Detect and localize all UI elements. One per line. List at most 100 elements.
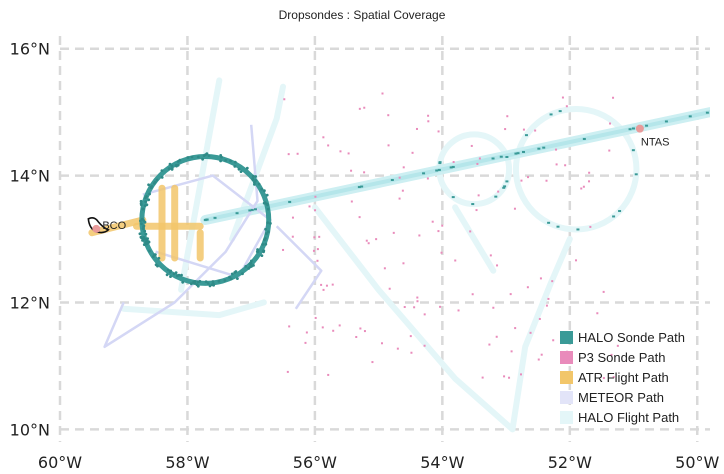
halo-sonde-point bbox=[223, 279, 227, 282]
halo-sonde-point bbox=[205, 218, 209, 221]
halo-sonde-point bbox=[139, 202, 143, 205]
halo-sonde-point bbox=[558, 110, 562, 113]
p3-sonde-point bbox=[320, 283, 323, 286]
p3-sonde-point bbox=[582, 185, 585, 188]
halo-sonde-point bbox=[253, 208, 257, 211]
halo-sonde-point bbox=[547, 221, 551, 224]
halo-sonde-point bbox=[263, 189, 266, 193]
legend-swatch bbox=[560, 371, 573, 384]
halo-sonde-point bbox=[266, 230, 270, 234]
p3-sonde-point bbox=[375, 238, 378, 241]
halo-flight-track bbox=[178, 77, 223, 293]
y-tick-label: 12°N bbox=[10, 293, 50, 312]
p3-sonde-point bbox=[327, 373, 330, 376]
p3-sonde-point bbox=[612, 96, 615, 99]
p3-sonde-point bbox=[363, 106, 366, 109]
p3-sonde-point bbox=[291, 235, 294, 238]
legend-swatch bbox=[560, 331, 573, 344]
site-marker bbox=[92, 224, 101, 233]
p3-sonde-point bbox=[520, 179, 523, 182]
halo-sonde-point bbox=[143, 220, 147, 224]
axes: 60°W 58°W 56°W 54°W 52°W 50°W 10°N 12°N 14°N 16°N bbox=[10, 40, 720, 472]
halo-sonde-point bbox=[196, 280, 200, 284]
p3-sonde-point bbox=[416, 296, 419, 299]
p3-sonde-point bbox=[398, 176, 401, 179]
site-label: NTAS bbox=[641, 137, 670, 149]
p3-sonde-point bbox=[561, 96, 564, 99]
p3-sonde-point bbox=[540, 353, 543, 356]
halo-sonde-point bbox=[186, 156, 190, 159]
p3-sonde-point bbox=[321, 326, 324, 329]
p3-sonde-point bbox=[403, 306, 406, 309]
p3-sonde-point bbox=[355, 335, 358, 338]
halo-sonde-point bbox=[451, 165, 455, 168]
halo-sonde-point bbox=[250, 259, 253, 263]
p3-sonde-point bbox=[371, 361, 374, 364]
halo-sonde-point bbox=[422, 172, 426, 175]
p3-sonde-point bbox=[437, 130, 440, 133]
p3-sonde-point bbox=[312, 249, 315, 252]
p3-sonde-point bbox=[358, 107, 361, 110]
p3-sonde-point bbox=[612, 376, 615, 379]
p3-sonde-point bbox=[325, 284, 328, 287]
halo-sonde-point bbox=[264, 242, 268, 246]
halo-sonde-point bbox=[219, 159, 223, 163]
halo-sonde-point bbox=[265, 232, 268, 236]
halo-sonde-point bbox=[217, 279, 221, 283]
halo-sonde-point bbox=[471, 203, 475, 206]
halo-sonde-point bbox=[634, 173, 638, 176]
p3-sonde-point bbox=[401, 189, 404, 192]
legend-label: P3 Sonde Path bbox=[578, 350, 665, 365]
p3-sonde-point bbox=[497, 190, 500, 193]
halo-sonde-point bbox=[141, 239, 144, 242]
halo-sonde-point bbox=[250, 208, 254, 211]
halo-sonde-point bbox=[228, 275, 231, 279]
halo-sonde-point bbox=[148, 249, 151, 253]
halo-sonde-point bbox=[254, 175, 258, 178]
halo-sonde-point bbox=[503, 185, 507, 188]
p3-sonde-point bbox=[470, 144, 473, 147]
atr-flight-track bbox=[88, 216, 147, 237]
p3-sonde-point bbox=[469, 230, 472, 233]
halo-sonde-point bbox=[688, 115, 692, 118]
halo-sonde-point bbox=[144, 196, 147, 200]
legend: HALO Sonde Path P3 Sonde Path ATR Flight P… bbox=[560, 330, 685, 425]
halo-sonde-point bbox=[144, 232, 148, 236]
p3-sonde-point bbox=[367, 242, 370, 245]
halo-sonde-point bbox=[357, 186, 361, 189]
p3-sonde-point bbox=[589, 225, 592, 228]
p3-sonde-point bbox=[481, 376, 484, 379]
halo-sonde-point bbox=[144, 200, 148, 204]
halo-sonde-point bbox=[618, 210, 622, 213]
halo-sonde-point bbox=[139, 199, 143, 203]
p3-sonde-point bbox=[381, 92, 384, 95]
halo-sonde-point bbox=[516, 152, 520, 155]
legend-label: METEOR Path bbox=[578, 390, 664, 405]
halo-sonde-point bbox=[206, 282, 210, 285]
x-tick-label: 52°W bbox=[548, 453, 592, 472]
halo-sonde-point bbox=[235, 212, 239, 215]
halo-sonde-point bbox=[170, 164, 174, 168]
halo-sonde-point bbox=[390, 179, 394, 182]
p3-sonde-point bbox=[423, 313, 426, 316]
halo-sonde-point bbox=[505, 180, 509, 183]
p3-sonde-point bbox=[608, 149, 611, 152]
p3-sonde-point bbox=[527, 176, 530, 179]
halo-sonde-point bbox=[612, 215, 616, 218]
halo-sonde-point bbox=[166, 268, 170, 272]
p3-sonde-point bbox=[291, 216, 294, 219]
halo-sonde-point bbox=[438, 162, 442, 165]
p3-sonde-point bbox=[347, 152, 350, 155]
p3-sonde-point bbox=[475, 209, 478, 212]
halo-sonde-point bbox=[138, 232, 142, 236]
p3-sonde-point bbox=[380, 342, 383, 345]
legend-swatch bbox=[560, 391, 573, 404]
p3-sonde-point bbox=[471, 293, 474, 296]
halo-sonde-point bbox=[205, 152, 209, 156]
p3-sonde-point bbox=[413, 306, 416, 309]
halo-sonde-point bbox=[248, 262, 252, 266]
halo-sonde-point bbox=[189, 282, 193, 286]
p3-sonde-point bbox=[411, 151, 414, 154]
p3-sonde-point bbox=[477, 194, 480, 197]
p3-sonde-point bbox=[350, 200, 353, 203]
